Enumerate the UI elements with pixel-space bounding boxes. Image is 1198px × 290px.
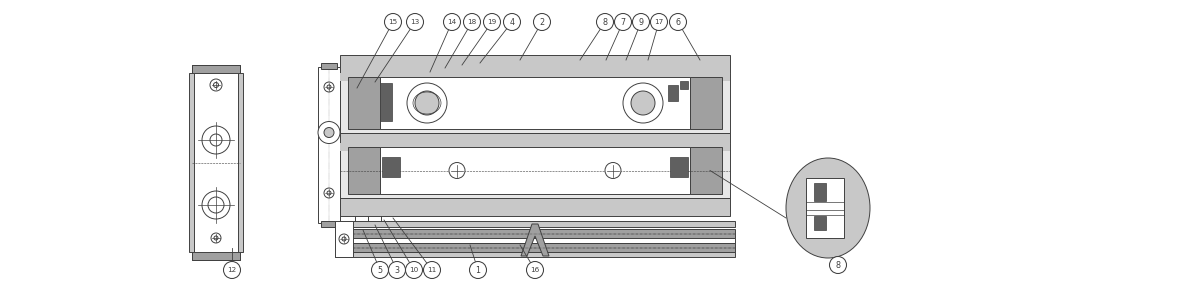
Bar xyxy=(340,133,730,143)
Circle shape xyxy=(464,14,480,30)
Text: 11: 11 xyxy=(428,267,436,273)
Bar xyxy=(335,221,736,227)
Bar xyxy=(690,147,722,194)
Bar xyxy=(340,143,730,151)
Bar xyxy=(382,157,400,177)
Text: 15: 15 xyxy=(388,19,398,25)
Bar xyxy=(192,65,240,73)
Circle shape xyxy=(323,128,334,137)
Bar xyxy=(380,147,690,194)
Bar xyxy=(192,252,240,260)
Bar xyxy=(670,157,688,177)
Bar xyxy=(340,198,730,216)
Text: 3: 3 xyxy=(394,266,399,275)
Circle shape xyxy=(224,262,241,278)
Bar xyxy=(380,77,690,129)
Circle shape xyxy=(449,162,465,179)
Circle shape xyxy=(385,14,401,30)
Text: 13: 13 xyxy=(411,19,419,25)
Bar xyxy=(335,252,736,257)
Text: 8: 8 xyxy=(835,261,841,270)
Circle shape xyxy=(443,14,460,30)
Bar xyxy=(347,77,380,129)
Circle shape xyxy=(829,256,847,273)
Bar xyxy=(340,55,730,73)
Circle shape xyxy=(388,262,405,278)
Circle shape xyxy=(631,91,655,115)
Text: 16: 16 xyxy=(531,267,539,273)
Circle shape xyxy=(633,14,649,30)
Text: 6: 6 xyxy=(676,18,680,27)
Text: 9: 9 xyxy=(639,18,643,27)
Bar xyxy=(189,73,194,252)
Circle shape xyxy=(651,14,667,30)
Bar xyxy=(317,67,340,223)
Circle shape xyxy=(533,14,551,30)
Circle shape xyxy=(424,262,441,278)
Bar xyxy=(192,65,240,260)
Circle shape xyxy=(405,262,423,278)
Bar xyxy=(347,147,380,194)
Bar xyxy=(340,73,730,133)
Bar xyxy=(668,85,678,101)
Text: 19: 19 xyxy=(488,19,497,25)
Circle shape xyxy=(615,14,631,30)
Bar xyxy=(340,143,730,198)
Bar xyxy=(340,73,730,81)
Text: 5: 5 xyxy=(377,266,382,275)
Circle shape xyxy=(623,83,662,123)
Circle shape xyxy=(484,14,501,30)
Text: 10: 10 xyxy=(410,267,418,273)
Text: 1: 1 xyxy=(476,266,480,275)
Text: 17: 17 xyxy=(654,19,664,25)
Bar xyxy=(321,63,337,69)
Bar xyxy=(813,216,825,230)
Bar xyxy=(335,243,736,252)
Circle shape xyxy=(503,14,520,30)
Bar xyxy=(335,238,736,243)
Bar xyxy=(813,183,825,201)
Text: 2: 2 xyxy=(539,18,545,27)
Ellipse shape xyxy=(786,158,870,258)
Text: 18: 18 xyxy=(467,19,477,25)
Bar xyxy=(335,229,736,238)
Circle shape xyxy=(670,14,686,30)
Text: 7: 7 xyxy=(621,18,625,27)
Text: 8: 8 xyxy=(603,18,607,27)
Circle shape xyxy=(406,14,424,30)
Circle shape xyxy=(605,162,621,179)
Circle shape xyxy=(407,83,447,123)
Circle shape xyxy=(415,91,438,115)
Text: 14: 14 xyxy=(447,19,456,25)
Circle shape xyxy=(597,14,613,30)
Text: 4: 4 xyxy=(509,18,514,27)
Circle shape xyxy=(470,262,486,278)
Circle shape xyxy=(371,262,388,278)
Polygon shape xyxy=(521,224,549,256)
Text: 12: 12 xyxy=(228,267,237,273)
Circle shape xyxy=(317,122,340,144)
Bar xyxy=(335,221,353,257)
Bar xyxy=(380,83,392,121)
Bar xyxy=(806,178,845,238)
Bar xyxy=(321,221,337,227)
Circle shape xyxy=(526,262,544,278)
Bar xyxy=(238,73,243,252)
Bar xyxy=(680,81,688,89)
Bar xyxy=(690,77,722,129)
